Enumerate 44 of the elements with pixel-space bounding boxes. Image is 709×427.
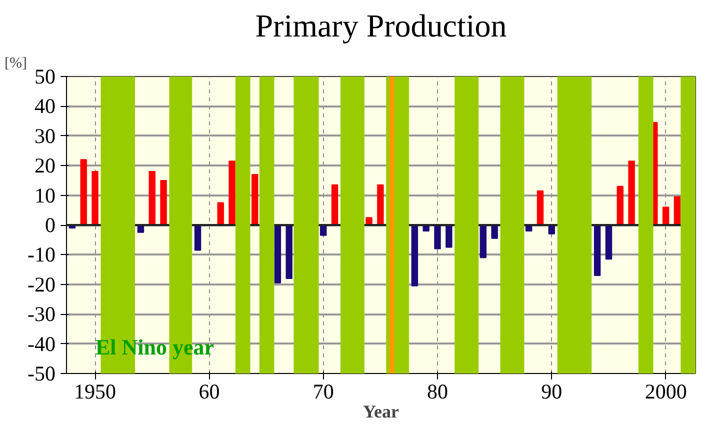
bar: [628, 160, 635, 226]
bar: [148, 171, 156, 226]
y-tick-label: -50: [28, 362, 56, 386]
bar: [377, 184, 384, 226]
y-tick-label: 50: [34, 64, 56, 88]
y-axis-title: [%]: [4, 56, 27, 72]
bar: [80, 159, 87, 226]
x-axis-title: Year: [363, 402, 399, 422]
x-tick-label: 2000: [644, 380, 687, 404]
bar: [605, 224, 612, 260]
y-tick-label: 20: [34, 154, 56, 178]
bar: [252, 174, 258, 226]
bar: [411, 224, 418, 286]
bar: [194, 224, 202, 251]
bar: [160, 180, 167, 226]
chart-title: Primary Production: [255, 8, 507, 44]
x-tick-label: 60: [198, 380, 220, 404]
bar: [446, 224, 452, 248]
bar: [674, 196, 681, 226]
y-tick-label: -10: [28, 242, 56, 267]
y-tick-label: 30: [34, 124, 56, 148]
y-tick-label: -20: [28, 272, 56, 296]
bar: [286, 224, 292, 279]
y-tick-label: 0: [45, 213, 56, 237]
x-tick-label: 1950: [74, 380, 116, 404]
bar: [434, 224, 441, 250]
bar: [491, 224, 498, 239]
y-tick-label: -30: [28, 302, 56, 326]
x-tick-label: 90: [541, 380, 562, 404]
bar: [594, 224, 601, 276]
bar: [274, 224, 282, 284]
bar: [536, 190, 544, 226]
y-tick-label: -40: [28, 332, 56, 356]
x-tick-label: 70: [312, 380, 334, 404]
bar: [662, 206, 670, 226]
bar: [616, 186, 624, 226]
y-tick-label: 10: [34, 183, 56, 208]
bar: [92, 171, 98, 226]
bar: [331, 184, 338, 226]
y-tick-label: 40: [34, 94, 56, 118]
x-tick-label: 80: [427, 380, 448, 404]
bar: [217, 202, 224, 226]
bar: [480, 224, 487, 258]
bar: [228, 160, 236, 226]
